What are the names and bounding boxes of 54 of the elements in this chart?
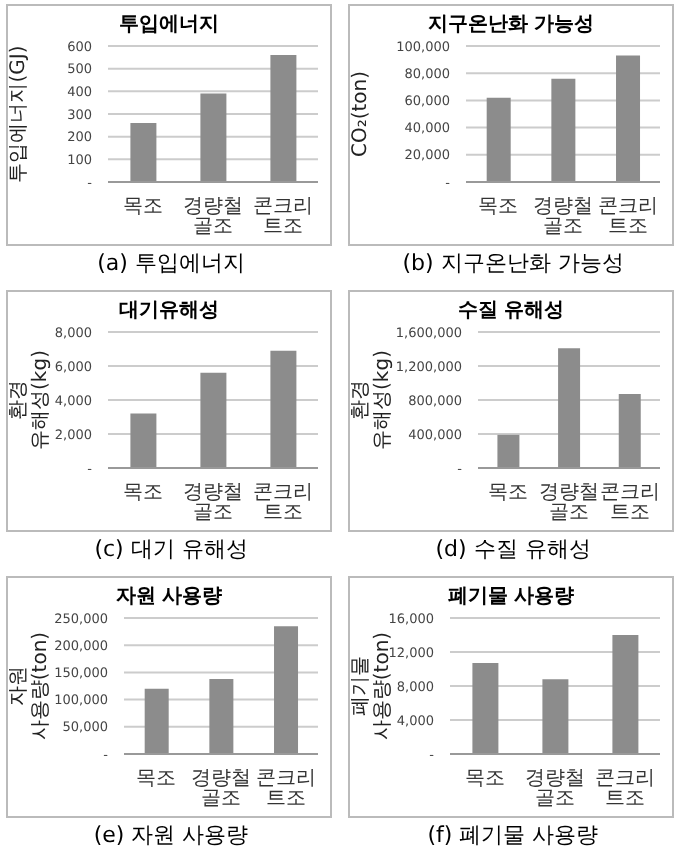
y-axis-title: CO₂(ton) [349,70,371,158]
x-tick-label: 경량철골조 [191,768,251,810]
x-tick-label: 콘크리트조 [597,196,658,238]
y-axis-title: 폐기물 사용량(ton) [349,631,393,741]
bar [472,663,499,754]
x-tick-label: 경량철골조 [525,768,585,810]
chart-title: 자원 사용량 [113,584,225,610]
bar [270,55,297,182]
bar [558,348,581,468]
text: (a) 투입에너지 [95,250,247,278]
bar [274,626,299,754]
x-tick-label: 콘크리트조 [595,768,655,810]
bar [130,123,157,182]
y-axis-title: 환경 유해성(kg) [349,349,393,450]
text: (c) 대기 유해성 [92,536,250,564]
x-tick-label: 목조 [136,768,177,790]
chart-title: 지구온난화 가능성 [425,12,597,38]
bar [270,350,297,468]
bar [497,434,520,468]
x-tick-label: 콘크리트조 [253,482,313,524]
x-tick-label: 경량철골조 [183,196,243,238]
x-tick-label: 콘크리트조 [599,482,660,524]
x-tick-label: 목조 [488,482,529,504]
x-tick-label: 콘크리트조 [253,196,313,238]
bar [616,55,641,182]
bar [209,678,234,754]
text: (b) 지구온난화 가능성 [400,250,626,278]
bar [144,688,169,754]
x-tick-label: 경량철골조 [539,482,599,524]
y-axis-title: 자원 사용량(ton) [7,631,51,741]
y-axis-title: 투입에너지(GJ) [7,45,29,183]
chart-title: 대기유해성 [117,298,221,324]
bar [200,93,227,182]
x-tick-label: 목조 [123,482,163,504]
x-tick-label: 콘크리트조 [255,768,316,810]
x-tick-label: 목조 [478,196,519,218]
chart-title: 수질 유해성 [455,298,567,324]
bar [618,394,641,468]
bar [200,372,227,468]
x-tick-label: 목조 [465,768,505,790]
bar [551,78,576,182]
chart-title: 투입에너지 [117,12,221,38]
bar [612,635,639,754]
y-axis-title: 환경 유해성(kg) [7,349,51,450]
text: (e) 자원 사용량 [91,822,251,850]
bar [130,413,157,468]
bar [542,679,569,754]
x-tick-label: 경량철골조 [533,196,593,238]
text: (d) 수질 유해성 [433,536,593,564]
x-tick-label: 목조 [123,196,163,218]
x-tick-label: 경량철골조 [183,482,243,524]
chart-title: 폐기물 사용량 [445,584,577,610]
bar [486,97,511,182]
text: (f) 폐기물 사용량 [425,822,601,850]
